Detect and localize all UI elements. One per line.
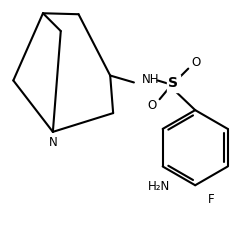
Text: NH: NH [141, 73, 159, 86]
Text: S: S [168, 76, 178, 90]
Text: N: N [48, 136, 57, 149]
Text: H₂N: H₂N [147, 180, 169, 193]
Text: O: O [146, 99, 156, 112]
Text: O: O [191, 56, 200, 69]
Text: F: F [207, 193, 213, 206]
